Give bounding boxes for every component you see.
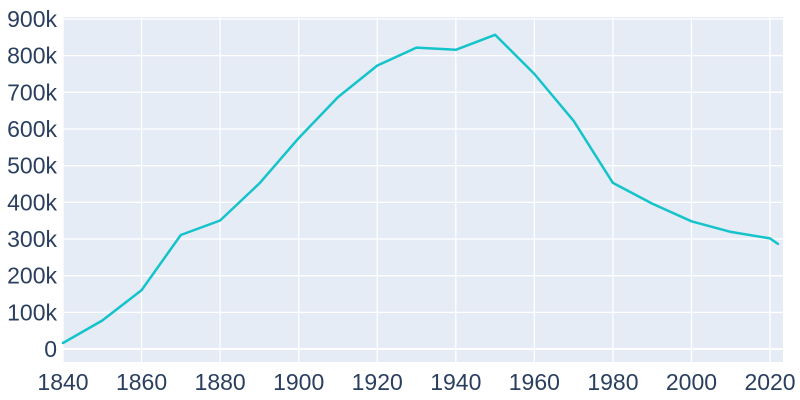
y-tick-label: 900k (7, 6, 57, 32)
x-tick-label: 1940 (430, 369, 481, 395)
y-tick-label: 400k (7, 189, 57, 215)
population-series-line[interactable] (61, 33, 780, 345)
x-tick-label: 2020 (744, 369, 795, 395)
x-tick-label: 1980 (587, 369, 638, 395)
x-tick-label: 1900 (273, 369, 324, 395)
y-tick-label: 700k (7, 79, 57, 105)
x-tick-label: 1860 (116, 369, 167, 395)
y-tick-label: 600k (7, 116, 57, 142)
y-tick-label: 800k (7, 43, 57, 69)
y-tick-label: 100k (7, 299, 57, 325)
y-tick-label: 300k (7, 226, 57, 252)
y-tick-label: 500k (7, 153, 57, 179)
y-tick-label: 0 (44, 336, 57, 362)
y-tick-label: 200k (7, 263, 57, 289)
x-tick-label: 1880 (195, 369, 246, 395)
x-tick-label: 1920 (352, 369, 403, 395)
x-tick-label: 1960 (509, 369, 560, 395)
plot-area[interactable] (63, 17, 783, 362)
x-tick-label: 1840 (37, 369, 88, 395)
x-tick-label: 2000 (666, 369, 717, 395)
